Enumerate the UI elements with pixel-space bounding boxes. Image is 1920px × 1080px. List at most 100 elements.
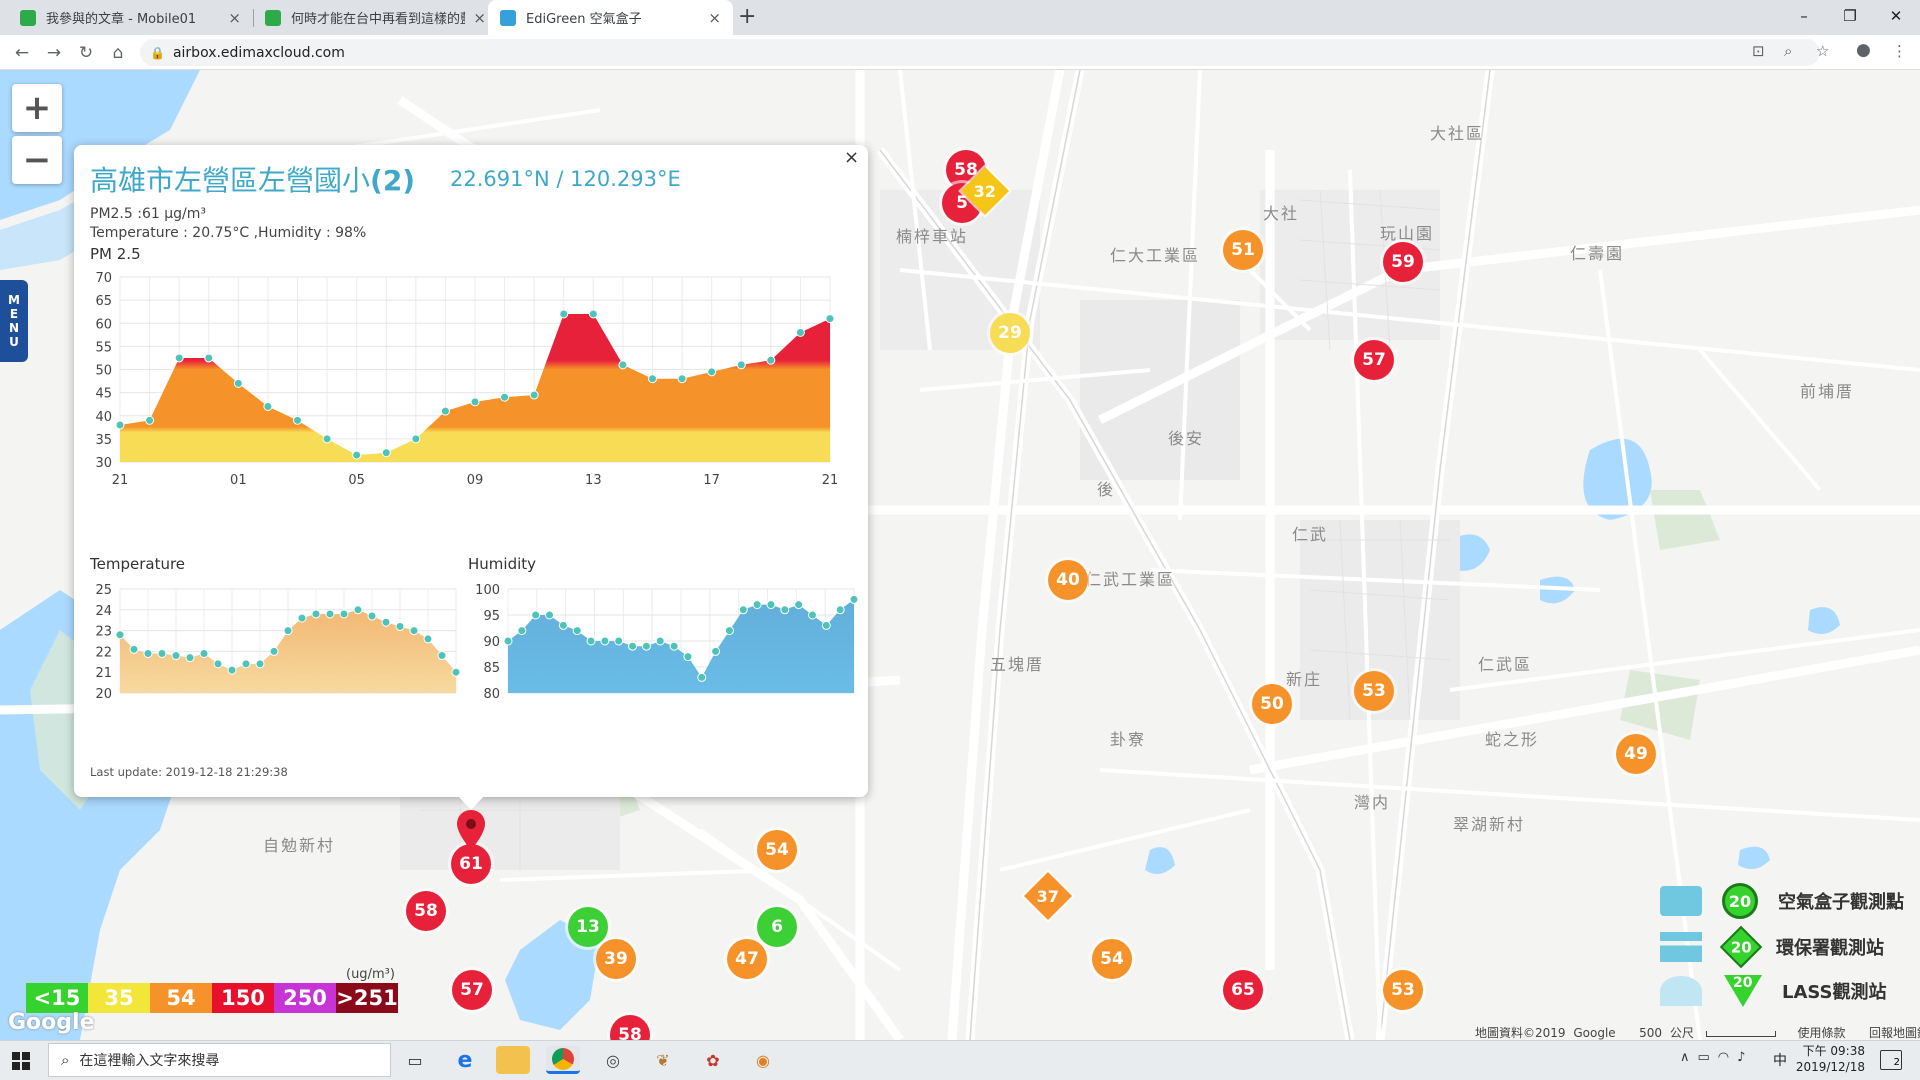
airbox-station-marker[interactable]: 51: [1223, 230, 1263, 270]
bookmark-star-icon[interactable]: ☆: [1816, 42, 1830, 60]
data-point[interactable]: [807, 610, 817, 620]
zoom-icon[interactable]: ⌕: [1784, 42, 1793, 60]
data-point[interactable]: [628, 641, 638, 651]
taskbar-search-box[interactable]: ⌕ 在這裡輸入文字來搜尋: [48, 1043, 391, 1077]
data-point[interactable]: [451, 667, 461, 677]
data-point[interactable]: [411, 434, 421, 444]
data-point[interactable]: [174, 353, 184, 363]
data-point[interactable]: [558, 620, 568, 630]
data-point[interactable]: [669, 641, 679, 651]
data-point[interactable]: [143, 648, 153, 658]
data-point[interactable]: [227, 665, 237, 675]
data-point[interactable]: [600, 636, 610, 646]
data-point[interactable]: [588, 309, 598, 319]
data-point[interactable]: [835, 605, 845, 615]
data-point[interactable]: [381, 617, 391, 627]
data-point[interactable]: [185, 653, 195, 663]
chrome-menu-icon[interactable]: ⋮: [1892, 42, 1907, 60]
data-point[interactable]: [322, 434, 332, 444]
airbox-station-marker[interactable]: 59: [1383, 242, 1423, 282]
data-point[interactable]: [269, 646, 279, 656]
data-point[interactable]: [738, 605, 748, 615]
airbox-station-marker[interactable]: 39: [596, 939, 636, 979]
data-point[interactable]: [500, 392, 510, 402]
data-point[interactable]: [129, 644, 139, 654]
new-tab-button[interactable]: +: [738, 4, 757, 29]
tab-close-icon[interactable]: ×: [473, 8, 486, 27]
data-point[interactable]: [204, 353, 214, 363]
back-button[interactable]: ←: [14, 42, 30, 63]
data-point[interactable]: [821, 620, 831, 630]
data-point[interactable]: [297, 613, 307, 623]
airbox-station-marker[interactable]: 6: [757, 907, 797, 947]
airbox-station-marker[interactable]: 61: [451, 844, 491, 884]
popup-close-icon[interactable]: ×: [844, 147, 860, 168]
data-point[interactable]: [409, 626, 419, 636]
airbox-station-marker[interactable]: 50: [1252, 684, 1292, 724]
data-point[interactable]: [531, 610, 541, 620]
ime-indicator[interactable]: 中: [1773, 1053, 1787, 1069]
data-point[interactable]: [171, 651, 181, 661]
airbox-station-marker[interactable]: 57: [1354, 340, 1394, 380]
data-point[interactable]: [233, 378, 243, 388]
data-point[interactable]: [283, 626, 293, 636]
blender-app-icon[interactable]: ◉: [756, 1050, 770, 1070]
airbox-station-marker[interactable]: 58: [406, 891, 446, 931]
address-bar[interactable]: 🔒 airbox.edimaxcloud.com: [140, 39, 1820, 66]
data-point[interactable]: [423, 634, 433, 644]
airbox-station-marker[interactable]: 54: [1092, 939, 1132, 979]
data-point[interactable]: [545, 610, 555, 620]
chrome-taskbar-icon[interactable]: [546, 1046, 580, 1074]
terms-link[interactable]: 使用條款: [1797, 1026, 1846, 1040]
data-point[interactable]: [559, 309, 569, 319]
airbox-station-marker[interactable]: 58: [610, 1015, 650, 1040]
data-point[interactable]: [711, 646, 721, 656]
home-button[interactable]: ⌂: [112, 42, 124, 63]
menu-button[interactable]: M E N U: [0, 280, 28, 362]
tab-edigreen-airbox[interactable]: EdiGreen 空氣盒子 ×: [488, 0, 733, 35]
profile-avatar-icon[interactable]: ●: [1856, 40, 1871, 60]
network-app-icon[interactable]: ✿: [706, 1050, 720, 1070]
ferret-app-icon[interactable]: ❦: [656, 1050, 670, 1070]
airbox-station-marker[interactable]: 53: [1383, 970, 1423, 1010]
window-close-button[interactable]: ✕: [1889, 7, 1903, 25]
forward-button[interactable]: →: [46, 42, 62, 63]
data-point[interactable]: [437, 651, 447, 661]
system-tray-icons[interactable]: ∧▭◠♪: [1680, 1050, 1754, 1065]
minimize-button[interactable]: –: [1800, 7, 1808, 25]
task-view-icon[interactable]: ▭: [407, 1050, 423, 1070]
airbox-station-marker[interactable]: 49: [1616, 734, 1656, 774]
airbox-station-marker[interactable]: 29: [990, 313, 1030, 353]
data-point[interactable]: [352, 450, 362, 460]
data-point[interactable]: [618, 360, 628, 370]
data-point[interactable]: [697, 672, 707, 682]
data-point[interactable]: [766, 355, 776, 365]
airbox-station-marker[interactable]: 40: [1048, 560, 1088, 600]
translate-icon[interactable]: ⊡: [1752, 42, 1765, 60]
reload-button[interactable]: ↻: [78, 42, 94, 63]
airbox-station-marker[interactable]: 13: [568, 907, 608, 947]
data-point[interactable]: [263, 402, 273, 411]
airbox-station-marker[interactable]: 57: [452, 970, 492, 1010]
airbox-station-marker[interactable]: 54: [757, 830, 797, 870]
data-point[interactable]: [115, 420, 125, 430]
airbox-station-marker[interactable]: 53: [1354, 671, 1394, 711]
data-point[interactable]: [381, 448, 391, 458]
data-point[interactable]: [752, 600, 762, 610]
data-point[interactable]: [586, 636, 596, 646]
data-point[interactable]: [353, 605, 363, 615]
data-point[interactable]: [825, 314, 835, 324]
data-point[interactable]: [199, 648, 209, 658]
data-point[interactable]: [367, 611, 377, 621]
taskbar-clock[interactable]: 下午 09:38 2019/12/18: [1793, 1043, 1865, 1075]
windows-start-icon[interactable]: [12, 1052, 30, 1070]
data-point[interactable]: [614, 636, 624, 646]
data-point[interactable]: [795, 328, 805, 337]
data-point[interactable]: [648, 374, 657, 384]
data-point[interactable]: [157, 648, 167, 658]
tab-mobile01-blue-sky[interactable]: 何時才能在台中再看到這樣的藍 ×: [253, 0, 498, 35]
data-point[interactable]: [470, 397, 480, 407]
data-point[interactable]: [339, 609, 349, 619]
data-point[interactable]: [325, 609, 335, 619]
data-point[interactable]: [736, 360, 746, 370]
